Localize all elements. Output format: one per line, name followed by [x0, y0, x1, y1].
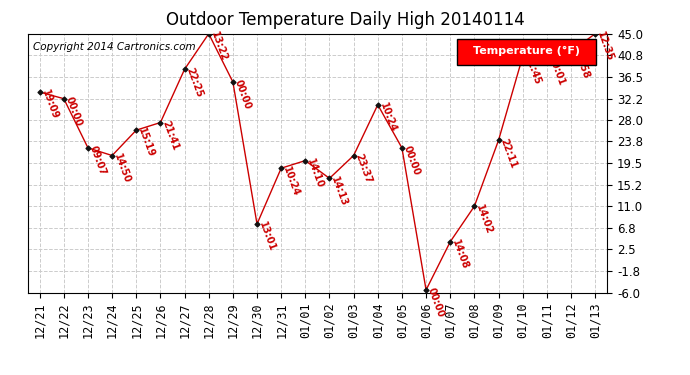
Text: 15:19: 15:19 — [136, 127, 156, 159]
Text: 12:35: 12:35 — [595, 30, 615, 63]
Text: 13:22: 13:22 — [208, 30, 228, 63]
Text: 19:09: 19:09 — [39, 88, 59, 121]
Point — [83, 145, 94, 151]
Text: 14:02: 14:02 — [475, 203, 494, 236]
Text: 00:00: 00:00 — [426, 286, 446, 319]
Point — [179, 66, 190, 72]
Point — [420, 287, 432, 293]
Text: 22:25: 22:25 — [184, 66, 204, 98]
Point — [469, 203, 480, 209]
Point — [34, 89, 46, 95]
Text: 00:00: 00:00 — [233, 78, 253, 111]
Point — [589, 31, 600, 37]
Text: Outdoor Temperature Daily High 20140114: Outdoor Temperature Daily High 20140114 — [166, 11, 524, 29]
Point — [58, 96, 69, 102]
Point — [130, 127, 142, 133]
Text: 22:11: 22:11 — [498, 137, 518, 170]
Text: 00:00: 00:00 — [402, 144, 422, 177]
Point — [396, 145, 407, 151]
Text: 23:37: 23:37 — [353, 152, 373, 184]
Point — [276, 165, 287, 171]
Point — [373, 102, 384, 108]
Point — [203, 31, 214, 37]
Text: 14:50: 14:50 — [112, 152, 132, 184]
Point — [493, 137, 504, 143]
Point — [155, 120, 166, 126]
Text: Temperature (°F): Temperature (°F) — [473, 46, 580, 56]
FancyBboxPatch shape — [457, 39, 595, 65]
Point — [565, 48, 576, 54]
Point — [228, 79, 239, 85]
Point — [251, 221, 262, 227]
Point — [348, 153, 359, 159]
Text: Copyright 2014 Cartronics.com: Copyright 2014 Cartronics.com — [33, 42, 196, 51]
Text: 13:01: 13:01 — [257, 220, 277, 253]
Text: 09:07: 09:07 — [88, 144, 108, 177]
Text: 14:08: 14:08 — [450, 238, 471, 271]
Text: 00:01: 00:01 — [546, 55, 566, 87]
Text: 10:24: 10:24 — [282, 165, 301, 197]
Point — [444, 239, 455, 245]
Point — [106, 153, 117, 159]
Point — [299, 158, 310, 164]
Point — [518, 54, 529, 60]
Text: 21:41: 21:41 — [160, 119, 180, 152]
Text: 10:24: 10:24 — [378, 101, 397, 134]
Point — [324, 176, 335, 181]
Text: 17:58: 17:58 — [571, 48, 591, 81]
Text: 14:10: 14:10 — [305, 157, 325, 190]
Point — [541, 55, 552, 61]
Text: 00:00: 00:00 — [63, 95, 83, 128]
Text: 14:13: 14:13 — [330, 175, 349, 207]
Text: 21:45: 21:45 — [523, 53, 542, 86]
